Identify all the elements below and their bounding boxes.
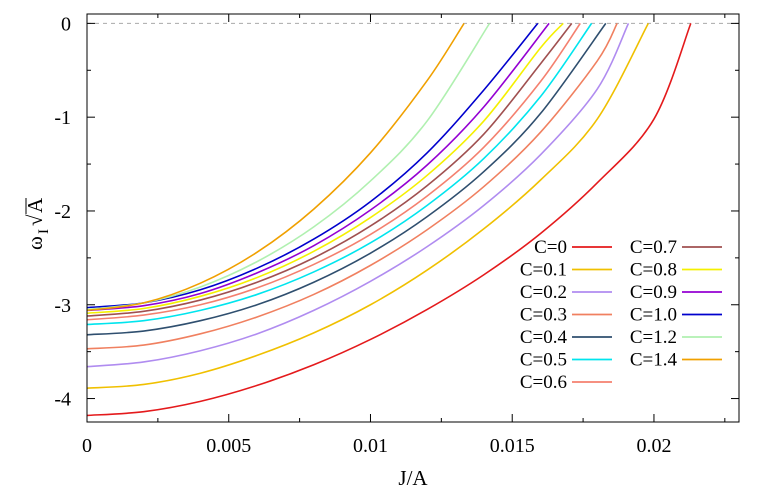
legend-label-6: C=0.6 — [520, 372, 567, 393]
series-line-6 — [86, 22, 581, 321]
x-axis-title: J/A — [398, 466, 428, 490]
legend-label-7: C=0.7 — [630, 237, 677, 258]
series-line-1 — [86, 23, 649, 390]
legend-label-3: C=0.3 — [520, 305, 567, 326]
legend-label-11: C=1.2 — [630, 327, 677, 348]
y-axis-title-root-symbol: √ — [23, 214, 47, 226]
y-axis-title-subscript: I — [36, 229, 52, 234]
series-line-7 — [86, 22, 573, 317]
y-axis-title: ω I √ A — [23, 197, 52, 250]
series-layer — [86, 22, 692, 417]
legend-label-1: C=0.1 — [520, 260, 567, 281]
series-line-8 — [86, 22, 564, 314]
series-line-0 — [86, 23, 692, 417]
legend-label-8: C=0.8 — [630, 260, 677, 281]
series-line-12 — [86, 22, 465, 312]
series-line-2 — [86, 23, 630, 368]
y-axis-title-root-arg: A — [23, 197, 47, 213]
y-axis-title-omega: ω — [23, 236, 47, 250]
series-line-5 — [86, 22, 593, 326]
x-tick-label: 0.02 — [636, 435, 671, 457]
y-tick-label: 0 — [61, 13, 71, 35]
x-tick-label: 0.005 — [206, 435, 251, 457]
legend-label-0: C=0 — [534, 237, 567, 258]
series-line-3 — [86, 23, 618, 350]
x-tick-label: 0 — [82, 435, 92, 457]
y-tick-label: -1 — [54, 107, 71, 129]
series-line-10 — [86, 22, 539, 309]
series-line-9 — [86, 22, 550, 312]
legend-label-10: C=1.0 — [630, 305, 677, 326]
legend-label-5: C=0.5 — [520, 350, 567, 371]
y-tick-label: -3 — [54, 295, 71, 317]
legend-label-4: C=0.4 — [520, 327, 568, 348]
series-line-4 — [86, 22, 607, 336]
legend-label-12: C=1.4 — [630, 350, 678, 371]
legend: C=0C=0.1C=0.2C=0.3C=0.4C=0.5C=0.6C=0.7C=… — [520, 237, 722, 393]
legend-label-2: C=0.2 — [520, 282, 567, 303]
x-tick-label: 0.015 — [490, 435, 535, 457]
y-tick-label: -4 — [54, 389, 71, 411]
tick-layer: 0 0.005 0.01 0.015 0.02 0 -1 -2 -3 -4 — [54, 13, 739, 457]
x-tick-label: 0.01 — [353, 435, 388, 457]
legend-label-9: C=0.9 — [630, 282, 677, 303]
plot-frame — [86, 13, 740, 423]
y-tick-label: -2 — [54, 201, 71, 223]
